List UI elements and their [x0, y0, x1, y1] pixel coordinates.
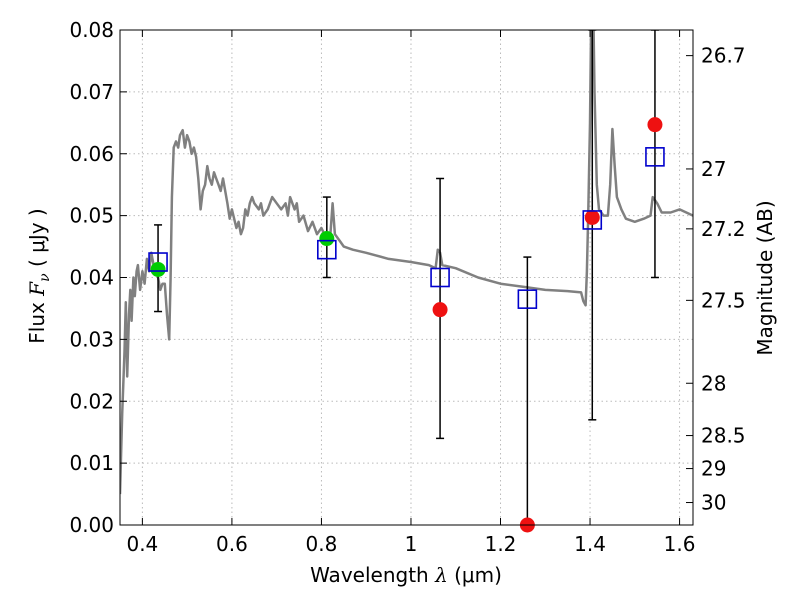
y-tick-label: 0.03 [69, 327, 114, 351]
y2-tick-label: 26.7 [701, 44, 746, 68]
nondetection-point [432, 302, 448, 318]
markers-group [150, 117, 663, 533]
x-tick-label: 1.2 [485, 532, 517, 556]
detection-point [150, 261, 166, 277]
y2-tick-label: 29 [701, 457, 726, 481]
nondetection-point [647, 117, 663, 133]
model-flux-box [645, 147, 665, 167]
template-spectrum-line [120, 30, 693, 495]
tick-labels: 0.4 0.6 0.8 1 1.2 1.4 1.6 0.00 0.01 0.02 0.03 0.04 0… [69, 18, 745, 556]
y-tick-label: 0.06 [69, 142, 114, 166]
template-spectrum-group [120, 30, 693, 495]
y-tick-label: 0.00 [69, 513, 114, 537]
model-flux-box [148, 252, 168, 272]
detection-point [319, 231, 335, 247]
model-flux-box [582, 210, 603, 230]
y2-tick-label: 28 [701, 371, 726, 395]
model-flux-box [517, 289, 538, 309]
x-tick-label: 1.4 [574, 532, 606, 556]
axis-ticks [120, 29, 693, 526]
y2-tick-label: 27 [701, 157, 726, 181]
y2-tick-label: 28.5 [701, 424, 746, 448]
y2-tick-label: 27.2 [701, 217, 746, 241]
y-axis-label: Flux Fν ( μJy ) [25, 208, 53, 343]
x-axis-label: Wavelength λ (μm) [310, 563, 502, 587]
grid-lines [120, 29, 693, 526]
nondetection-point [584, 209, 600, 225]
y2-tick-label: 30 [701, 491, 726, 515]
model-flux-box [317, 239, 337, 260]
y-tick-label: 0.07 [69, 80, 114, 104]
x-tick-label: 0.4 [126, 532, 158, 556]
y2-tick-label: 27.5 [701, 288, 746, 312]
x-tick-label: 0.8 [306, 532, 338, 556]
x-tick-label: 0.6 [216, 532, 248, 556]
y-tick-label: 0.01 [69, 451, 114, 475]
x-tick-label: 1.6 [664, 532, 696, 556]
y-tick-label: 0.05 [69, 204, 114, 228]
model-box-group [148, 147, 665, 309]
y-tick-label: 0.02 [69, 389, 114, 413]
x-tick-label: 1 [405, 532, 418, 556]
y2-axis-label: Magnitude (AB) [753, 200, 777, 355]
model-flux-box [430, 267, 450, 288]
y-tick-label: 0.08 [69, 18, 114, 42]
errorbar-group [154, 30, 659, 525]
y-tick-label: 0.04 [69, 266, 114, 290]
